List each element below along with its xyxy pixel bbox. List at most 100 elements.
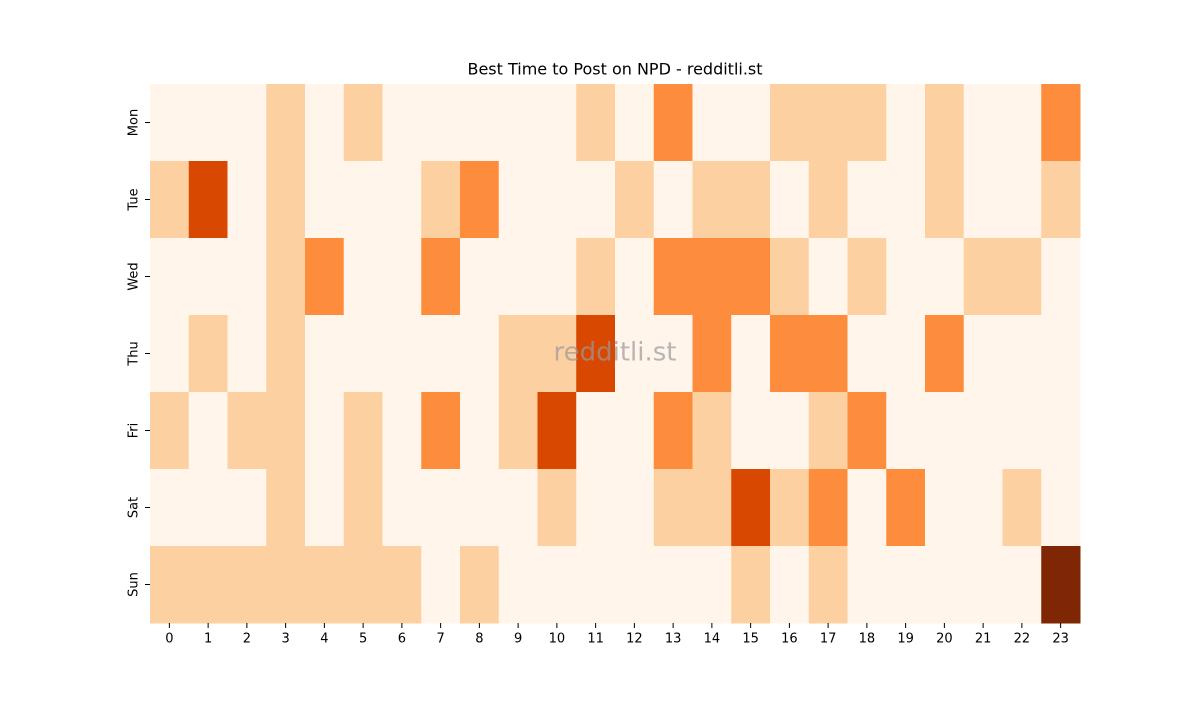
heat-cell (770, 161, 810, 239)
heat-cell (653, 392, 693, 470)
heat-cell (808, 546, 848, 624)
heat-cell (808, 161, 848, 239)
heat-cell (266, 392, 306, 470)
heat-cell (886, 315, 926, 393)
heat-cell (421, 161, 461, 239)
heat-cell (1002, 392, 1042, 470)
heat-cell (150, 392, 190, 470)
x-tick-label: 16 (781, 632, 798, 647)
heat-cell (537, 84, 577, 162)
heat-cell (576, 238, 616, 316)
y-tick-label: Tue (127, 188, 142, 211)
heat-cell (188, 161, 228, 239)
heat-cell (1002, 84, 1042, 162)
heat-cell (382, 546, 422, 624)
heat-cell (653, 315, 693, 393)
heat-cell (382, 392, 422, 470)
heat-cell (150, 161, 190, 239)
y-tick-label: Wed (127, 262, 142, 290)
heat-cell (498, 238, 538, 316)
heat-cell (1002, 161, 1042, 239)
heat-cell (808, 238, 848, 316)
y-tick-label: Mon (127, 109, 142, 136)
heat-cell (343, 469, 383, 547)
x-tick-label: 3 (281, 632, 289, 647)
heat-cell (227, 469, 267, 547)
heat-cell (576, 469, 616, 547)
heat-cell (576, 315, 616, 393)
x-tick-label: 6 (398, 632, 406, 647)
heat-cell (382, 84, 422, 162)
heat-cell (421, 392, 461, 470)
y-tick-label: Sun (127, 572, 142, 597)
heat-cell (692, 315, 732, 393)
x-tick-label: 23 (1052, 632, 1069, 647)
x-tick-label: 22 (1014, 632, 1031, 647)
heat-cell (731, 469, 771, 547)
heat-cell (692, 469, 732, 547)
heat-cell (188, 315, 228, 393)
heat-cell (653, 469, 693, 547)
heat-cell (266, 84, 306, 162)
heat-cell (421, 469, 461, 547)
x-tick-label: 8 (475, 632, 483, 647)
heat-cell (615, 238, 655, 316)
heat-cell (343, 315, 383, 393)
watermark: redditli.st (554, 338, 677, 368)
heat-cell (963, 546, 1003, 624)
heat-cell (150, 315, 190, 393)
heat-cell (305, 469, 345, 547)
heat-cell (382, 161, 422, 239)
x-tick-label: 19 (897, 632, 914, 647)
heat-cell (886, 546, 926, 624)
heat-cell (925, 161, 965, 239)
heat-cell (1041, 315, 1081, 393)
x-tick-label: 1 (204, 632, 212, 647)
heat-cell (963, 238, 1003, 316)
y-tick-label: Thu (127, 341, 142, 366)
heat-cell (537, 392, 577, 470)
heat-cell (925, 84, 965, 162)
heat-cell (305, 546, 345, 624)
heat-cell (421, 84, 461, 162)
heat-cell (692, 546, 732, 624)
heat-cell (963, 161, 1003, 239)
heat-cell (537, 469, 577, 547)
heat-cell (1041, 161, 1081, 239)
heat-cell (305, 392, 345, 470)
heat-cell (498, 546, 538, 624)
heat-cell (770, 392, 810, 470)
heat-cell (808, 392, 848, 470)
heat-cell (188, 469, 228, 547)
heat-cell (770, 315, 810, 393)
heat-cell (615, 469, 655, 547)
x-tick-label: 13 (665, 632, 682, 647)
heat-cell (266, 161, 306, 239)
heat-cell (731, 238, 771, 316)
x-tick-label: 17 (820, 632, 837, 647)
heat-cell (460, 315, 500, 393)
heat-cell (1041, 84, 1081, 162)
heat-cell (808, 84, 848, 162)
heat-cell (537, 546, 577, 624)
heat-cell (537, 315, 577, 393)
heat-cell (576, 161, 616, 239)
heat-cell (227, 161, 267, 239)
x-tick-label: 12 (626, 632, 643, 647)
heat-cell (498, 315, 538, 393)
x-tick-label: 10 (549, 632, 566, 647)
heat-cell (847, 469, 887, 547)
x-tick-label: 0 (165, 632, 173, 647)
y-tick-label: Sat (127, 497, 142, 518)
heat-cell (460, 161, 500, 239)
heat-cell (498, 469, 538, 547)
heat-cell (847, 315, 887, 393)
heat-cell (343, 84, 383, 162)
heat-cell (421, 238, 461, 316)
heat-cell (266, 469, 306, 547)
heat-cell (460, 392, 500, 470)
heat-cell (498, 161, 538, 239)
heat-cell (305, 315, 345, 393)
heat-cell (615, 161, 655, 239)
